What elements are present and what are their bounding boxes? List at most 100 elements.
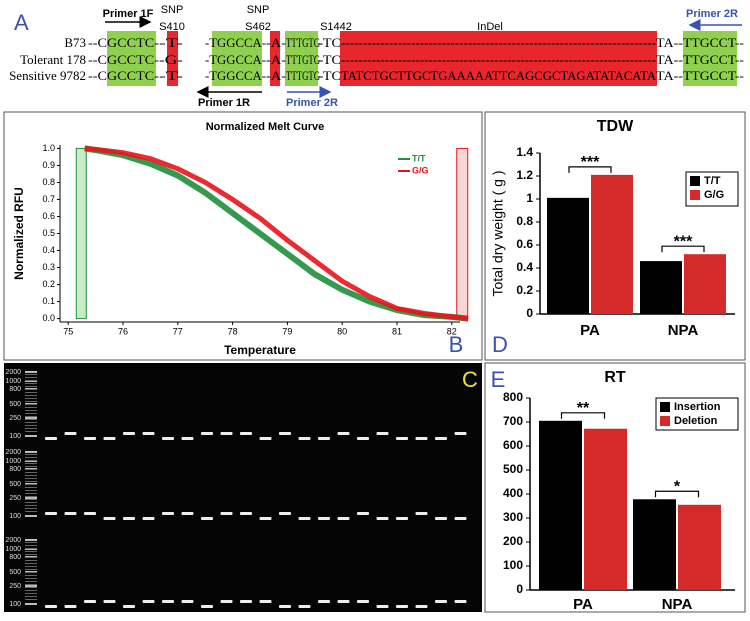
ladder-smear [25,472,37,473]
gel-band [123,517,135,520]
gel-band [357,437,369,440]
ladder-smear [25,401,37,402]
sequence-label: S1442 [320,21,352,33]
y-tick-label: 0.4 [516,260,533,274]
sequence-label: SNP [247,4,270,16]
ladder-band [25,497,37,499]
ladder-smear [25,563,37,564]
ladder-smear [25,557,37,558]
x-tick-label: 80 [337,326,347,336]
sequence-segment: -T- [159,35,183,50]
gel-band [142,432,155,435]
ladder-band [25,417,37,419]
significance-bracket [560,412,606,419]
ladder-smear [25,457,37,458]
gel-band [435,437,447,440]
legend-label: G/G [704,189,724,201]
ladder-smear [25,398,37,399]
ladder-smear [25,454,37,455]
ladder-smear [25,487,37,488]
melt-curve [84,145,469,322]
sequence-segment: -TGGCCA- [205,35,266,50]
primer-box [212,31,262,86]
panel-label: C [462,367,478,392]
gel [4,363,482,612]
bar [678,504,721,590]
y-tick-label: 0.7 [42,194,55,204]
x-tick-label: PA [580,322,600,339]
row-name: B73 [64,35,86,50]
sequence-segment: TTTGTG- [286,52,323,67]
chart-title: Normalized Melt Curve [206,121,325,133]
sequence-label: InDel [477,21,503,33]
gel-band [201,517,213,520]
ladder-smear [25,428,37,429]
gel-band [240,432,252,435]
y-tick-label: 1.4 [516,145,533,159]
panel-label: D [492,332,508,357]
ladder-smear [25,499,37,500]
bar [591,174,633,314]
ladder-label: 100 [9,433,21,440]
ladder-smear [25,593,37,594]
ladder-label: 500 [9,481,21,488]
primer-box [285,31,318,86]
gel-band [64,512,77,515]
x-tick-label: 77 [173,326,183,336]
ladder-smear [25,374,37,375]
y-tick-label: 0.2 [516,283,533,297]
ladder-label: 500 [9,401,21,408]
ladder-smear [25,422,37,423]
ladder-smear [25,572,37,573]
gel-band [240,600,252,603]
ladder-label: 1000 [5,546,21,553]
gel-band [142,517,155,520]
ladder-smear [25,508,37,509]
sequence-segment: -TC [318,52,341,67]
gel-band [103,437,116,440]
ladder-smear [25,511,37,512]
variant-box [340,31,657,86]
gel-band [376,517,389,520]
gel-band [142,600,155,603]
y-tick-label: 0.4 [42,245,55,255]
legend-label: G/G [412,165,429,175]
legend-swatch [660,416,670,426]
gel-band [357,512,369,515]
gel-band [454,600,467,603]
ladder-smear [25,554,37,555]
gel-band [279,512,291,515]
panel-label: E [491,367,506,392]
x-tick-label: 82 [447,326,457,336]
row-name: Sensitive 9782 [9,68,86,83]
ladder-smear [25,386,37,387]
ladder-smear [25,377,37,378]
gel-band [123,432,135,435]
bar [640,261,682,314]
y-tick-label: 0.6 [516,237,533,251]
primer-box [683,31,737,86]
gel-band [162,437,174,440]
sequence-label: Primer 1F [103,8,154,20]
ladder-smear [25,460,37,461]
x-tick-label: 81 [392,326,402,336]
significance-label: * [674,478,681,495]
variant-box [167,31,178,86]
gel-band [220,512,233,515]
significance-label: *** [581,154,600,171]
gel-band [396,517,408,520]
y-tick-label: 600 [503,438,523,452]
ladder-smear [25,392,37,393]
gel-band [298,437,311,440]
gel-band [376,432,389,435]
ladder-label: 500 [9,569,21,576]
legend-label: T/T [412,153,426,163]
gel-band [298,517,311,520]
x-tick-label: 78 [228,326,238,336]
sequence-segment: -G- [159,52,183,67]
gel-band [415,512,428,515]
sequence-segment: TA-- [656,52,683,67]
gel-band [84,600,96,603]
ladder-smear [25,395,37,396]
